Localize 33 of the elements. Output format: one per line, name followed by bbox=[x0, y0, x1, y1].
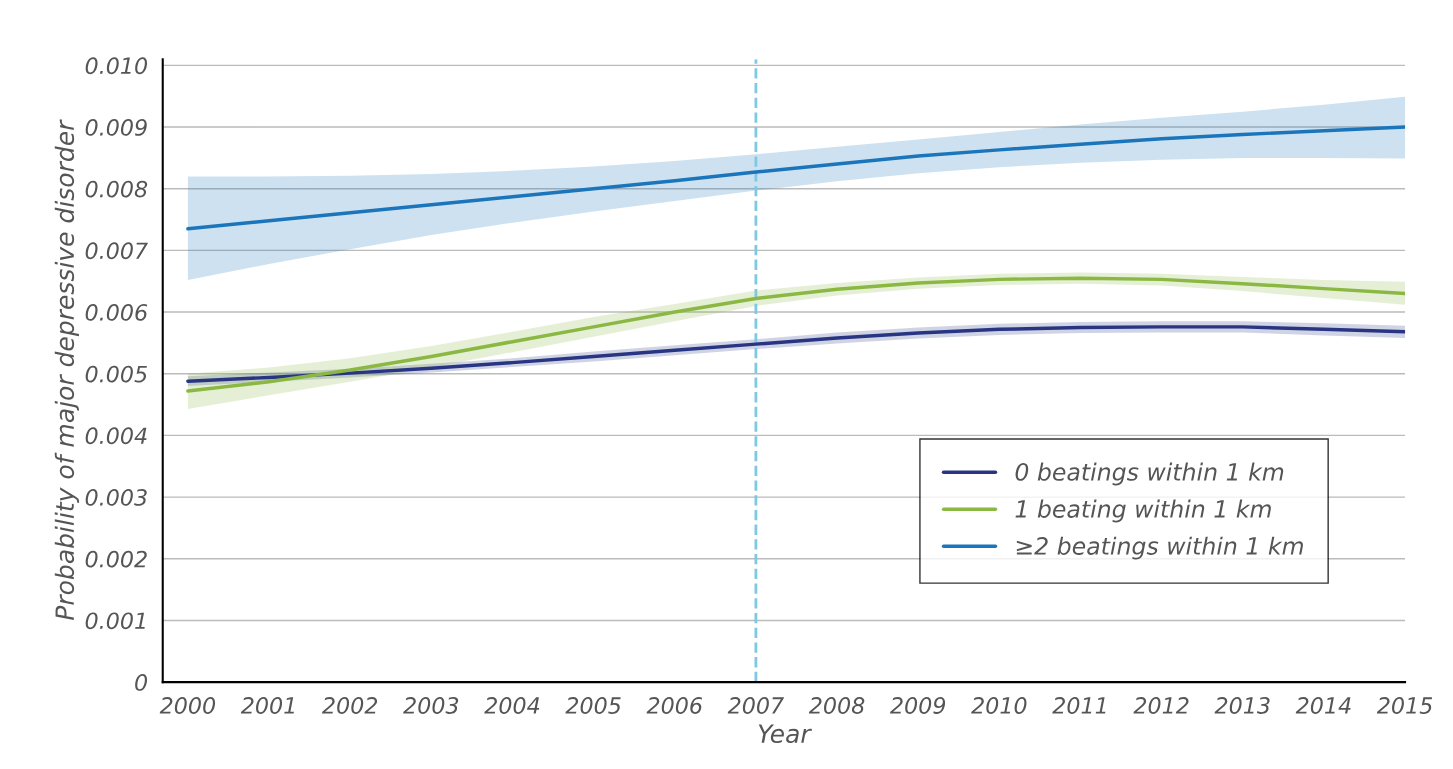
x-axis-title: Year bbox=[758, 724, 812, 744]
x-tick-label: 2008 bbox=[808, 697, 865, 714]
x-tick-label: 2010 bbox=[971, 697, 1027, 714]
x-tick-label: 2001 bbox=[240, 697, 294, 714]
x-tick-label: 2004 bbox=[484, 697, 540, 714]
y-tick-label: 0.003 bbox=[85, 489, 147, 506]
y-tick-label: 0.004 bbox=[85, 427, 147, 445]
y-tick-label: 0.007 bbox=[85, 242, 148, 260]
legend-label: 0 beatings within 1 km bbox=[1015, 462, 1284, 486]
x-tick-label: 2005 bbox=[565, 697, 621, 714]
line-series bbox=[186, 125, 1406, 231]
x-tick-label: 2011 bbox=[1052, 697, 1106, 714]
y-tick-label: 0.001 bbox=[85, 612, 145, 630]
y-tick-label: 0.009 bbox=[85, 119, 147, 136]
y-axis-title: Probability of major depressive disorder bbox=[54, 119, 79, 621]
x-tick-label: 2006 bbox=[646, 697, 703, 714]
x-tick-label: 2003 bbox=[403, 697, 459, 714]
y-tick-label: 0.010 bbox=[85, 57, 148, 75]
y-tick-label: 0.005 bbox=[85, 365, 147, 383]
x-tick-label: 2013 bbox=[1214, 697, 1270, 714]
y-tick-label: 0.008 bbox=[85, 180, 148, 198]
x-tick-label: 2009 bbox=[890, 697, 946, 714]
x-tick-label: 2012 bbox=[1133, 697, 1189, 714]
legend-label: ≥2 beatings within 1 km bbox=[1016, 536, 1303, 560]
x-tick-label: 2015 bbox=[1376, 697, 1433, 714]
y-tick-label: 0 bbox=[135, 674, 148, 691]
x-tick-label: 2000 bbox=[159, 697, 216, 714]
x-tick-label: 2014 bbox=[1295, 697, 1351, 714]
x-tick-label: 2002 bbox=[321, 697, 378, 714]
x-tick-label: 2007 bbox=[727, 697, 784, 714]
y-tick-label: 0.002 bbox=[85, 550, 147, 568]
y-tick-label: 0.006 bbox=[85, 304, 148, 321]
legend-label: 1 beating within 1 km bbox=[1015, 499, 1271, 523]
